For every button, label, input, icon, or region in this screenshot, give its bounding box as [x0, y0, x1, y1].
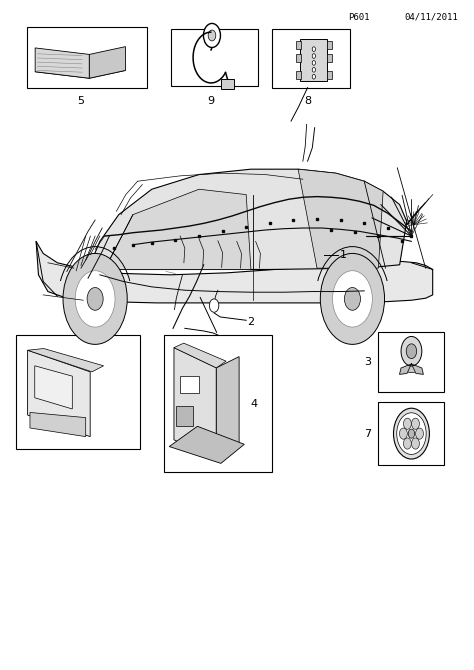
- Circle shape: [403, 438, 411, 449]
- Bar: [328, 42, 332, 50]
- Circle shape: [312, 47, 316, 52]
- Text: 6: 6: [73, 318, 80, 328]
- Text: 8: 8: [304, 96, 311, 107]
- Bar: [296, 70, 301, 78]
- Circle shape: [397, 413, 426, 454]
- Bar: [378, 402, 445, 466]
- Circle shape: [320, 253, 384, 344]
- Text: P601: P601: [348, 13, 369, 22]
- Bar: [164, 335, 272, 472]
- Text: 3: 3: [365, 356, 371, 366]
- Circle shape: [408, 429, 415, 438]
- Circle shape: [312, 60, 316, 65]
- Polygon shape: [411, 364, 423, 375]
- Text: 7: 7: [364, 429, 371, 439]
- Polygon shape: [105, 189, 251, 269]
- Polygon shape: [89, 47, 126, 78]
- Bar: [328, 54, 332, 62]
- Polygon shape: [169, 426, 244, 464]
- Text: 2: 2: [247, 317, 254, 327]
- Polygon shape: [36, 241, 433, 303]
- Circle shape: [333, 271, 373, 327]
- Circle shape: [312, 68, 316, 72]
- Circle shape: [203, 23, 220, 48]
- Bar: [300, 39, 328, 81]
- Circle shape: [400, 428, 407, 440]
- Polygon shape: [400, 364, 411, 375]
- Bar: [378, 332, 445, 392]
- Polygon shape: [88, 170, 407, 269]
- Polygon shape: [35, 366, 73, 409]
- Circle shape: [312, 54, 316, 58]
- Circle shape: [87, 287, 103, 310]
- Polygon shape: [174, 343, 226, 368]
- Bar: [181, 376, 199, 393]
- Bar: [171, 29, 258, 86]
- Bar: [16, 335, 140, 449]
- Circle shape: [406, 344, 417, 358]
- Text: 4: 4: [251, 399, 258, 409]
- Circle shape: [411, 418, 419, 429]
- Bar: [221, 79, 234, 89]
- Polygon shape: [216, 356, 239, 460]
- Circle shape: [416, 428, 423, 440]
- Bar: [296, 42, 301, 50]
- Circle shape: [63, 253, 127, 344]
- Circle shape: [393, 408, 429, 459]
- Circle shape: [403, 418, 411, 429]
- Polygon shape: [27, 350, 90, 437]
- Bar: [328, 70, 332, 78]
- Polygon shape: [298, 170, 383, 268]
- Circle shape: [401, 336, 422, 366]
- Polygon shape: [35, 64, 126, 78]
- Bar: [296, 54, 301, 62]
- Circle shape: [312, 74, 316, 79]
- Bar: [408, 349, 415, 373]
- Circle shape: [75, 271, 115, 327]
- Polygon shape: [35, 48, 89, 78]
- Text: 1: 1: [340, 250, 346, 260]
- Polygon shape: [30, 413, 86, 437]
- Circle shape: [210, 299, 219, 312]
- Text: 04/11/2011: 04/11/2011: [404, 13, 458, 22]
- Circle shape: [345, 287, 360, 310]
- Bar: [272, 29, 350, 88]
- Polygon shape: [27, 348, 104, 372]
- Bar: [176, 406, 192, 426]
- Bar: [27, 27, 147, 88]
- Text: 9: 9: [207, 96, 214, 107]
- Circle shape: [208, 30, 216, 41]
- Polygon shape: [174, 348, 216, 460]
- Text: 5: 5: [77, 96, 84, 107]
- Circle shape: [411, 438, 419, 449]
